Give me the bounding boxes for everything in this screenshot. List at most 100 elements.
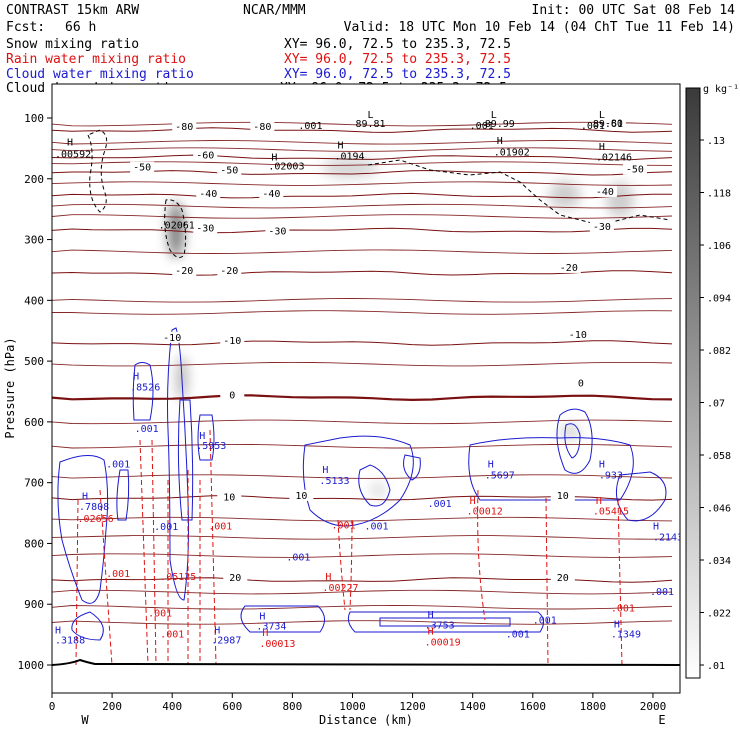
isotherm-label-bg [160,331,185,343]
colorbar-tick-label: .118 [707,189,731,200]
field-label-cloud_water: .5953 [196,441,226,452]
isotherm-label: -10 [569,330,587,341]
field-label-rain: H [325,572,331,583]
field-label-cloud_ice: L [599,110,605,121]
field-label-cloud_water: .001 [533,616,557,627]
field-label-cloud_water: H [199,431,205,442]
field-label-cloud_water: .7808 [79,502,109,513]
x-tick-label-1200: 1200 [399,700,426,713]
x-tick-label-1600: 1600 [520,700,547,713]
isotherm-label-bg [601,117,626,129]
isotherm-minor [52,605,673,610]
x-tick-label-2000: 2000 [640,700,667,713]
x-axis: 0 200 400 600 800 1000 1200 1400 1600 1800 2000 [49,693,667,713]
colorbar-tick-label: .034 [707,556,731,567]
field-label-cloud_water: .3753 [425,621,455,632]
x-tick-label-1800: 1800 [580,700,607,713]
isotherm-label-bg [589,221,614,233]
field-label-cloud_water: .3188 [55,636,85,647]
y-tick-label-200: 200 [24,173,44,186]
field-label-cloud_water: .8526 [130,382,160,393]
isotherm-label: -60 [196,151,214,162]
field-label-rain: .001 [611,604,635,615]
field-label-cloud_water: H [653,521,659,532]
isotherm-minor [52,443,673,449]
isotherm-label: -30 [593,222,611,233]
isotherm-minor [52,140,673,145]
isotherm-label-bg [172,264,197,276]
field-label-cloud_ice: 89.99 [485,119,515,130]
isotherm-label-bg [217,164,242,176]
field-label-cloud_water: .5697 [485,470,515,481]
isotherm-label-bg [223,571,248,583]
isotherm-label-bg [568,377,593,389]
field-label-cloud_water: H [133,371,139,382]
y-tick-label-400: 400 [24,294,44,307]
field-label-rain: H [428,627,434,638]
field-label-cloud_water: H [488,459,494,470]
isotherm--20 [52,270,673,276]
field-label-cloud_ice: .02003 [268,162,304,173]
isotherm-label: 20 [557,573,569,584]
field-label-cloud_water: .2143 [653,532,683,543]
isotherm-label: -80 [175,122,193,133]
field-label-cloud_ice: .01902 [494,148,530,159]
model-title: CONTRAST 15km ARW [6,3,139,18]
field-label-rain: .001 [148,608,172,619]
field-label-snow: .02061 [159,221,195,232]
field-label-cloud_ice: H [599,142,605,153]
colorbar-tick-label: .058 [707,451,731,462]
field-label-cloud_water: .933 [599,470,623,481]
field-label-rain: .00019 [425,638,461,649]
colorbar-tick-label: .01 [707,661,725,672]
field-label-cloud_ice: H [337,140,343,151]
isotherm-minor [52,181,673,186]
isotherm-label: -20 [175,266,193,277]
isotherm-label: -40 [199,189,217,200]
field-label-cloud_water: .5133 [319,476,349,487]
field-label-cloud_water: H [82,492,88,503]
field-label-cloud_ice: L [491,110,497,121]
isotherm-label-bg [565,328,590,340]
isotherm-label: -30 [268,226,286,237]
field-label-cloud_ice: 89.61 [593,119,623,130]
field-label-rain: H [262,628,268,639]
field-label-cloud_water: H [599,459,605,470]
isotherm-label: -40 [262,189,280,200]
field-label-cloud_ice: .001 [581,121,605,132]
field-label-cloud_water: H [55,625,61,636]
colorbar-tick-label: .082 [707,346,731,357]
field-label-rain: .001 [208,521,232,532]
isotherm-label-bg [550,571,575,583]
isotherm-label-bg [172,120,197,132]
field-labels: H.00592L89.81L89.99L89.61.001.001.001H.0… [55,110,683,650]
isotherm-label-bg [196,187,221,199]
field-label-cloud_ice: 89.81 [355,119,385,130]
isotherm-0 [52,394,673,402]
isotherm-label: 10 [295,491,307,502]
colorbar-tick-label: .13 [707,136,725,147]
colorbar-tick-label: .07 [707,399,725,410]
colorbar-unit: g kg⁻¹ [703,84,739,95]
isotherm-label: -20 [560,263,578,274]
field-label-rain: .001 [106,569,130,580]
fcst-value: 66 h [65,20,96,35]
field-label-cloud_water: .001 [428,499,452,510]
y-tick-label-300: 300 [24,234,44,247]
field-label-cloud_water: H [259,611,265,622]
field-label-cloud_water: H [214,625,220,636]
isotherm-label: 0 [229,391,235,402]
isotherm-label: 20 [229,573,241,584]
field-label-cloud_water: H [428,610,434,621]
field-label-rain: .00013 [259,639,295,650]
field-xy-snow: XY= 96.0, 72.5 to 235.3, 72.5 [284,37,511,52]
isotherm-minor [52,147,673,152]
field-label-rain: .00012 [467,506,503,517]
y-tick-label-800: 800 [24,537,44,550]
x-tick-label-800: 800 [282,700,302,713]
field-label-cloud_water: .001 [506,630,530,641]
y-tick-label-500: 500 [24,355,44,368]
isotherm-label-bg [217,264,242,276]
field-name-cloud-water: Cloud water mixing ratio [6,67,194,82]
